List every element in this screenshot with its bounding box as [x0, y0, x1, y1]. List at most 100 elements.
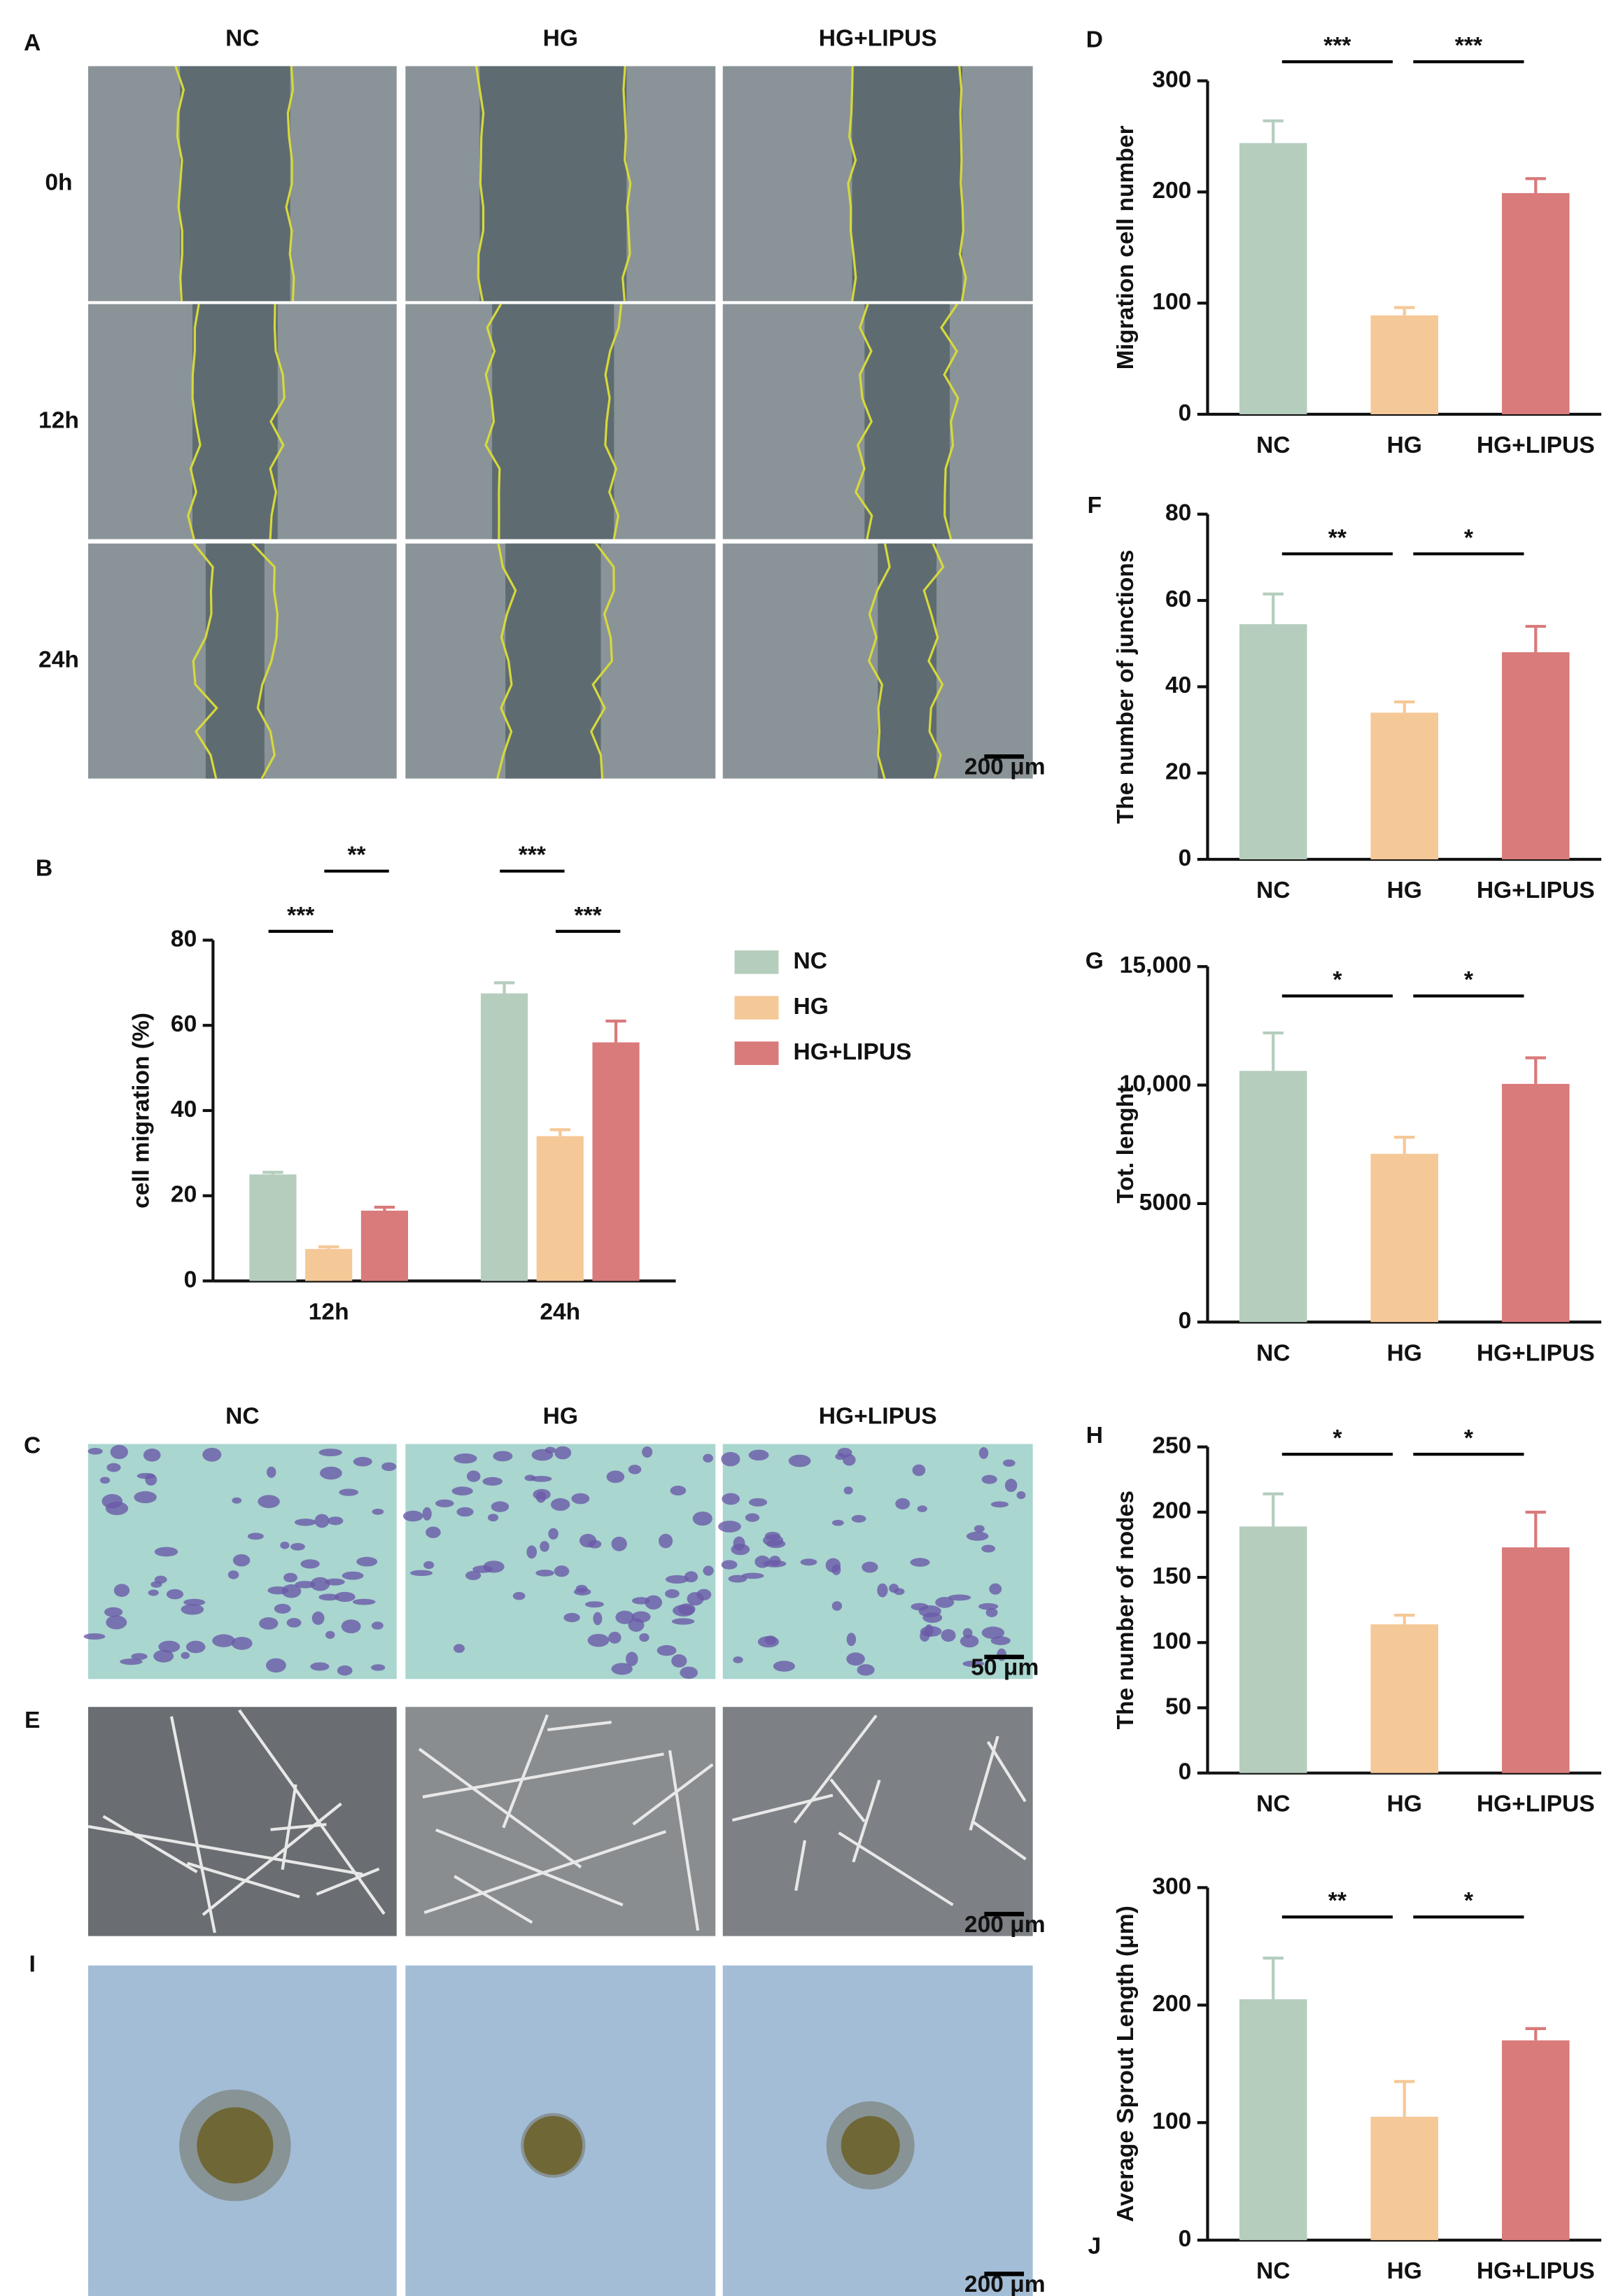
stained-cell: [136, 1472, 155, 1479]
stained-cell: [531, 1475, 552, 1482]
panel-label: D: [1086, 27, 1103, 53]
significance-label: *: [1464, 1888, 1474, 1914]
stained-cell: [483, 1561, 505, 1573]
bar: [1501, 192, 1570, 415]
stained-cell: [554, 1565, 570, 1577]
scale-bar-label: 200 μm: [964, 2272, 1046, 2296]
stained-cell: [310, 1577, 330, 1591]
x-tick-label: NC: [1256, 1340, 1291, 1366]
stained-cell: [232, 1554, 251, 1567]
stained-cell: [554, 1446, 572, 1460]
stained-cell: [258, 1495, 280, 1509]
stained-cell: [639, 1633, 649, 1642]
stained-cell: [143, 1449, 161, 1462]
stained-cell: [274, 1603, 291, 1614]
stained-cell: [371, 1664, 386, 1671]
panel-label: A: [24, 30, 41, 56]
significance-label: **: [347, 843, 366, 868]
stained-cell: [426, 1526, 441, 1538]
y-axis-label: Migration cell number: [1113, 125, 1139, 369]
stained-cell: [703, 1565, 714, 1576]
stained-cell: [584, 1601, 604, 1608]
stained-cell: [825, 1558, 841, 1573]
stained-cell: [981, 1544, 996, 1553]
stained-cell: [402, 1510, 423, 1522]
row-label: 24h: [38, 647, 79, 673]
bar: [1501, 652, 1570, 860]
stained-cell: [158, 1640, 181, 1653]
significance-label: *: [1333, 967, 1342, 993]
stained-cell: [280, 1541, 290, 1549]
stained-cell: [628, 1465, 642, 1474]
wound-edge: [496, 543, 517, 779]
x-tick-label: NC: [1256, 878, 1291, 903]
stained-cell: [611, 1663, 633, 1675]
stained-cell: [181, 1604, 204, 1615]
y-tick-label: 100: [1152, 2108, 1191, 2134]
bar: [1370, 2116, 1439, 2241]
x-tick-label: HG: [1387, 1340, 1422, 1366]
stained-cell: [687, 1592, 704, 1606]
stained-cell: [290, 1542, 305, 1551]
bar: [1501, 1083, 1570, 1323]
stained-cell: [960, 1635, 979, 1648]
y-tick-label: 0: [184, 1267, 197, 1293]
wound-edge: [958, 66, 967, 302]
stained-cell: [106, 1463, 121, 1472]
bar: [1239, 1526, 1307, 1773]
panel-label: C: [24, 1433, 41, 1459]
stained-cell: [83, 1633, 106, 1640]
stained-cell: [87, 1448, 103, 1455]
legend-label: HG+LIPUS: [794, 1039, 912, 1065]
stained-cell: [922, 1612, 943, 1624]
stained-cell: [911, 1603, 929, 1611]
x-tick-label: 12h: [309, 1300, 349, 1325]
y-axis-label: Average Sprout Length (μm): [1113, 1906, 1139, 2222]
bar: [360, 1211, 409, 1281]
stained-cell: [626, 1651, 638, 1666]
significance-label: *: [1464, 1425, 1474, 1451]
stained-cell: [227, 1570, 239, 1579]
stained-cell: [962, 1660, 985, 1668]
significance-label: *: [1333, 1425, 1342, 1451]
spheroid: [841, 2115, 900, 2175]
stained-cell: [642, 1446, 653, 1458]
wound-edge: [922, 543, 945, 779]
wound-edge: [484, 303, 503, 540]
stained-cell: [608, 1631, 621, 1644]
bar: [1239, 1071, 1307, 1323]
column-header: NC: [225, 1404, 260, 1430]
stained-cell: [544, 1446, 556, 1453]
stained-cell: [325, 1578, 345, 1586]
column-header: HG+LIPUS: [819, 1404, 937, 1430]
y-tick-label: 0: [1179, 2226, 1192, 2252]
stained-cell: [754, 1555, 771, 1568]
stained-cell: [579, 1533, 597, 1548]
stained-cell: [548, 1528, 558, 1540]
y-tick-label: 200: [1152, 1498, 1191, 1524]
tube-network: [87, 1709, 386, 1934]
stained-cell: [259, 1617, 279, 1630]
micrograph: [722, 1707, 1033, 1936]
stained-cell: [656, 1644, 677, 1656]
legend-label: HG: [794, 994, 829, 1020]
stained-cell: [231, 1637, 253, 1650]
stained-cell: [981, 1626, 1005, 1640]
stained-cell: [281, 1584, 302, 1598]
stained-cell: [563, 1612, 580, 1623]
stained-cell: [166, 1589, 184, 1600]
y-tick-label: 150: [1152, 1563, 1191, 1589]
wound-area: [505, 543, 601, 779]
stained-cell: [912, 1464, 926, 1477]
y-tick-label: 40: [1165, 672, 1191, 698]
stained-cell: [680, 1666, 698, 1679]
significance-label: ***: [519, 843, 547, 868]
wound-area: [180, 66, 290, 302]
stained-cell: [935, 1597, 955, 1608]
stained-cell: [941, 1629, 956, 1642]
stained-cell: [606, 1470, 625, 1484]
stained-cell: [381, 1462, 397, 1472]
stained-cell: [99, 1477, 111, 1484]
wound-edge: [867, 543, 891, 780]
